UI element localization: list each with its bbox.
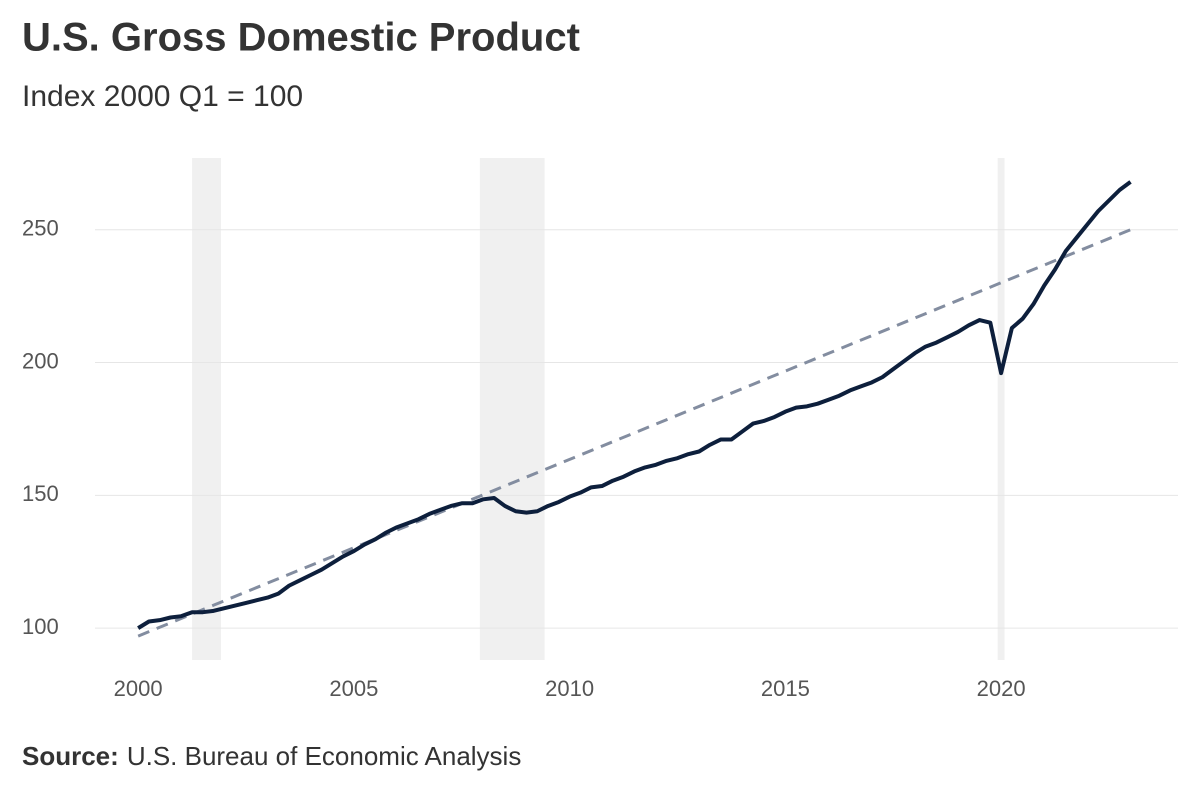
recession-band bbox=[997, 158, 1005, 660]
x-tick-label: 2000 bbox=[114, 676, 163, 701]
recession-band bbox=[192, 158, 221, 660]
chart-title: U.S. Gross Domestic Product bbox=[22, 16, 580, 60]
y-tick-label: 100 bbox=[22, 614, 59, 639]
x-tick-label: 2015 bbox=[761, 676, 810, 701]
line bbox=[137, 180, 1132, 630]
x-tick-label: 2005 bbox=[329, 676, 378, 701]
y-tick-label: 200 bbox=[22, 348, 59, 373]
y-tick-label: 250 bbox=[22, 216, 59, 241]
source: Source: U.S. Bureau of Economic Analysis bbox=[22, 741, 521, 771]
trend-line bbox=[137, 228, 1132, 638]
source-text: U.S. Bureau of Economic Analysis bbox=[127, 741, 522, 771]
y-tick-label: 150 bbox=[22, 481, 59, 506]
x-tick-label: 2010 bbox=[545, 676, 594, 701]
x-tick-label: 2020 bbox=[977, 676, 1026, 701]
recession-band bbox=[479, 158, 545, 660]
chart-subtitle: Index 2000 Q1 = 100 bbox=[22, 80, 303, 113]
source-label: Source: bbox=[22, 741, 119, 771]
